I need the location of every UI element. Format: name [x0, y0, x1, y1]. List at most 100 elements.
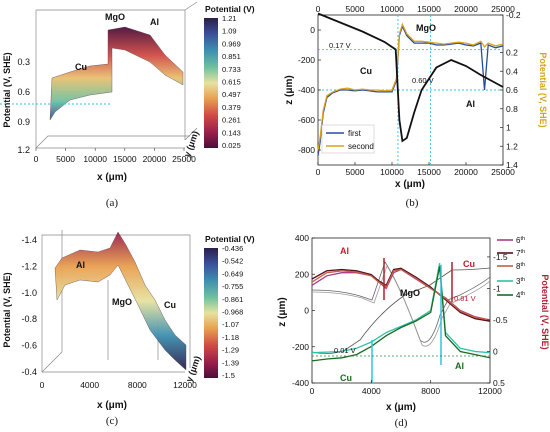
panel-c-xlabel: x (μm) [97, 400, 127, 411]
panel-a-cbtick-0: 1.21 [222, 14, 237, 23]
panel-a-cbtick-1: 1.09 [222, 27, 237, 36]
panel-c-ylabel: Potential (V, SHE) [2, 272, 12, 347]
panel-b-refs [318, 15, 503, 165]
panel-b-xtick-0: 0 [316, 167, 321, 177]
panel-c-xticks: 0 4000 8000 12000 [40, 380, 197, 390]
panel-c-cbtick-1: -0.542 [222, 257, 243, 266]
panel-d-series-8th [311, 268, 491, 321]
panel-c-cbtick-4: -0.861 [222, 295, 243, 304]
panel-c-annot-mgo: MgO [112, 297, 132, 307]
panel-c-xtick-0: 0 [40, 380, 45, 390]
panel-d-xtick-0: 0 [310, 386, 315, 396]
panel-d-annot-cu-red: Cu [463, 259, 475, 269]
panel-b-yltick-2: -400 [298, 85, 315, 95]
panel-d-yltick-2: 0 [304, 306, 309, 316]
panel-b-yticks-right: -0.2 0.2 0.4 0.6 0.8 1 1.2 1.4 [500, 10, 521, 170]
panel-a-colorbar [204, 18, 218, 148]
panel-a-cbtick-8: 0.261 [222, 116, 241, 125]
panel-a-xtick-0: 0 [34, 154, 39, 164]
panel-c-cbtick-9: -1.39 [222, 358, 239, 367]
panel-b-yltick-1: -200 [298, 55, 315, 65]
panel-b-annot-al: Al [466, 99, 475, 109]
panel-a-cbtick-7: 0.379 [222, 103, 241, 112]
panel-c-label: (c) [106, 415, 119, 427]
panel-d-yrtick-0: -1.5 [493, 252, 508, 262]
panel-c-annot-cu: Cu [164, 300, 176, 310]
panel-b-xticks: 0 0 5000 5000 10000 10000 15000 15000 20000 20000… [316, 4, 515, 177]
panel-c-ytick-1: -1.2 [21, 261, 37, 271]
panel-d-yltick-3: -200 [292, 342, 309, 352]
panel-b-xtick-top-0: 0 [316, 4, 321, 14]
panel-c: -1.4-1.2-1.0-0.8-0.6-0.4 0 4000 8000 12000 … [2, 230, 255, 427]
panel-b-yticks-left: 0 -200 -400 -600 -800 [298, 25, 321, 155]
panel-d-annot-cu-green: Cu [340, 373, 352, 383]
panel-b-yrtick-2: 0.4 [506, 66, 518, 76]
panel-c-ytick-3: -0.8 [21, 314, 37, 324]
panel-b: 0 0 5000 5000 10000 10000 15000 15000 20000 20000… [284, 4, 548, 209]
panel-c-cbtick-8: -1.29 [222, 346, 239, 355]
panel-d-xtick-1: 4000 [362, 386, 381, 396]
panel-b-ylabel-left: z (μm) [284, 75, 295, 104]
panel-d-xtick-2: 8000 [421, 386, 440, 396]
panel-c-colorbar-title: Potential (V) [205, 234, 255, 244]
panel-d-yltick-0: 400 [295, 233, 309, 243]
panel-d-ylabel-right: Potential (V, SHE) [540, 274, 550, 349]
panel-b-xtick-top-2: 10000 [380, 4, 404, 14]
panel-b-yrtick-0: -0.2 [506, 10, 521, 20]
panel-b-annot-cu: Cu [360, 66, 372, 76]
panel-a-label: (a) [106, 197, 119, 209]
panel-d-legend-label-3: 3th [516, 277, 525, 286]
panel-c-ytick-4: -0.6 [21, 341, 37, 351]
panel-b-xtick-top-4: 20000 [454, 4, 478, 14]
panel-d-yltick-4: -400 [292, 378, 309, 388]
panel-b-series-second [317, 22, 504, 152]
panel-a-xtick-3: 15000 [113, 154, 137, 164]
panel-a-yticks: 0.3 0.6 0.9 1.2 [17, 57, 30, 155]
panel-c-colorbar-ticks: -0.436 -0.542 -0.649 -0.755 -0.861 -0.968 -1.0… [222, 244, 243, 380]
panel-d-yrtick-4: 0.5 [493, 378, 505, 388]
panel-b-series-topography [317, 12, 504, 143]
panel-b-xtick-2: 10000 [380, 167, 404, 177]
panel-a-annot-cu: Cu [75, 62, 87, 72]
panel-a-colorbar-ticks: 1.21 1.09 0.969 0.851 0.733 0.615 0.497 0.379 0.… [222, 14, 241, 150]
panel-c-xtick-3: 12000 [173, 380, 197, 390]
panel-a-xtick-2: 10000 [83, 154, 107, 164]
panel-b-annot-mgo: MgO [416, 23, 436, 33]
panel-c-cbtick-0: -0.436 [222, 244, 243, 253]
panel-d-yticks-left: 400 200 0 -200 -400 [292, 233, 315, 388]
panel-d-xlabel: x (μm) [386, 402, 416, 413]
panel-d-legend-label-2: 8th [516, 262, 525, 271]
panel-b-xtick-4: 20000 [454, 167, 478, 177]
panel-c-cbtick-3: -0.755 [222, 282, 243, 291]
panel-d-annot-al-green: Al [455, 361, 464, 371]
panel-c-xtick-1: 4000 [80, 380, 99, 390]
panel-a-xticks: 0 5000 10000 15000 20000 25000 [34, 148, 196, 164]
panel-c-cbtick-6: -1.07 [222, 320, 239, 329]
panel-d-legend: 6th 7th 8th 3th 4th [497, 236, 525, 300]
panel-c-cbtick-2: -0.649 [222, 269, 243, 278]
panel-c-ytick-2: -1.0 [21, 288, 37, 298]
panel-c-annot-al: Al [76, 260, 85, 270]
panel-d-topo-line-3 [311, 267, 491, 354]
panel-c-depth-label: y (μm) [184, 355, 203, 384]
panel-a-ytick-0: 0.3 [17, 57, 30, 67]
panel-b-legend-second: second [348, 142, 374, 151]
panel-d-series-7th [311, 267, 491, 322]
panel-c-colorbar [204, 248, 218, 378]
panel-d-legend-label-4: 4th [516, 291, 525, 300]
panel-b-yrtick-4: 0.8 [506, 104, 518, 114]
panel-d-annot-081: 0.81 V [454, 294, 476, 303]
panel-d-topo-line-2 [311, 265, 491, 347]
panel-b-yltick-4: -800 [298, 145, 315, 155]
panel-a-box [35, 1, 198, 149]
panel-b-xtick-3: 15000 [417, 167, 441, 177]
panel-a-ylabel: Potential (V, SHE) [2, 52, 12, 127]
panel-d-annot-001: 0.01 V [334, 346, 356, 355]
panel-b-yltick-0: 0 [310, 25, 315, 35]
panel-b-xtick-5: 25000 [491, 167, 515, 177]
panel-c-surface [54, 231, 187, 371]
panel-d-yrtick-1: -1 [493, 283, 501, 293]
panel-a-ytick-1: 0.6 [17, 87, 30, 97]
panel-b-yrtick-1: 0.2 [506, 48, 518, 58]
